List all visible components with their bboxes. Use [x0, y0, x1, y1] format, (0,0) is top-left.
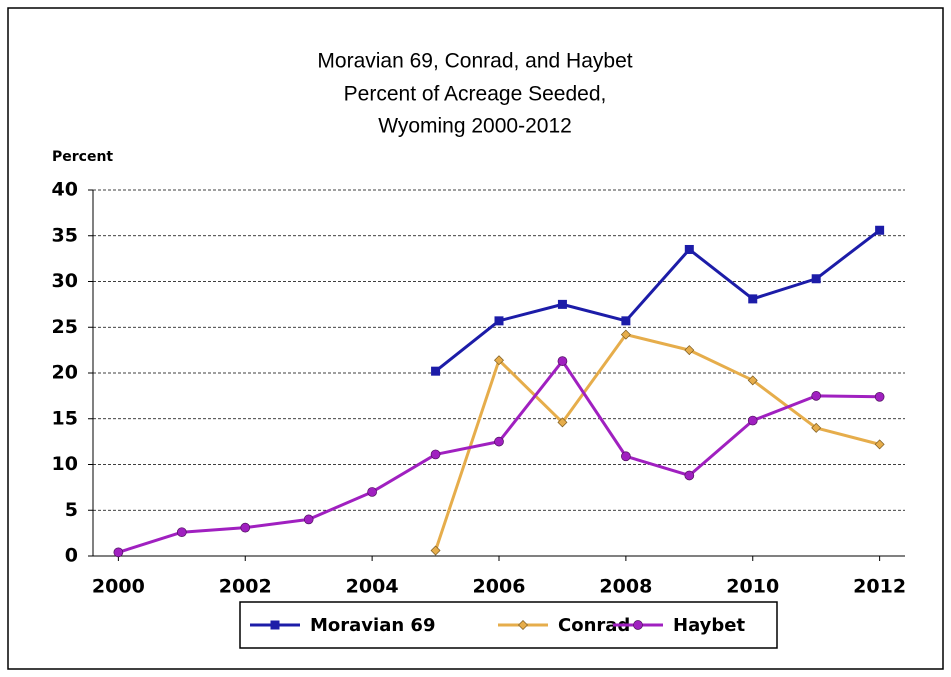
y-axis-label: Percent	[52, 149, 113, 165]
x-tick-label: 2008	[599, 576, 652, 598]
marker	[240, 522, 251, 533]
x-tick-label: 2006	[473, 576, 526, 598]
marker	[270, 620, 280, 630]
marker	[430, 545, 441, 556]
marker	[620, 329, 631, 340]
y-tick-label: 0	[65, 545, 78, 567]
y-tick-label: 35	[52, 224, 78, 246]
x-tick-label: 2010	[726, 576, 779, 598]
marker	[557, 356, 568, 366]
marker	[748, 294, 758, 304]
x-tick-label: 2002	[219, 576, 272, 598]
marker	[747, 375, 758, 386]
marker	[747, 415, 758, 426]
marker	[811, 391, 822, 401]
marker	[367, 487, 377, 497]
marker	[176, 527, 187, 538]
marker	[684, 345, 695, 356]
marker	[303, 514, 314, 525]
marker	[633, 620, 643, 630]
y-tick-label: 25	[52, 316, 78, 338]
marker	[874, 439, 885, 450]
marker	[430, 449, 441, 460]
marker	[431, 366, 441, 376]
marker	[684, 244, 694, 254]
legend-label: Haybet	[673, 615, 745, 636]
marker	[494, 316, 504, 326]
y-tick-label: 30	[52, 270, 78, 292]
marker	[684, 470, 695, 481]
marker	[621, 451, 631, 462]
chart-title: Percent of Acreage Seeded,	[344, 83, 607, 106]
y-tick-label: 10	[52, 453, 78, 475]
marker	[811, 422, 822, 433]
legend-label: Moravian 69	[310, 615, 435, 636]
marker	[875, 225, 885, 235]
x-tick-label: 2000	[92, 576, 145, 598]
chart-title: Moravian 69, Conrad, and Haybet	[317, 50, 632, 73]
marker	[811, 274, 821, 284]
marker	[518, 620, 528, 630]
marker	[494, 436, 504, 447]
marker	[494, 355, 504, 366]
x-tick-label: 2004	[346, 576, 399, 598]
series-line	[434, 333, 881, 551]
y-tick-label: 40	[52, 179, 78, 201]
marker	[621, 316, 631, 326]
chart-title: Wyoming 2000-2012	[378, 115, 572, 138]
x-tick-label: 2012	[853, 576, 906, 598]
marker	[557, 299, 567, 309]
marker	[557, 417, 568, 428]
y-tick-label: 5	[65, 499, 78, 521]
y-tick-label: 15	[52, 407, 78, 429]
marker	[113, 547, 124, 558]
y-tick-label: 20	[52, 362, 78, 384]
series-line	[434, 229, 881, 373]
marker	[874, 391, 885, 402]
legend-label: Conrad	[558, 615, 630, 636]
